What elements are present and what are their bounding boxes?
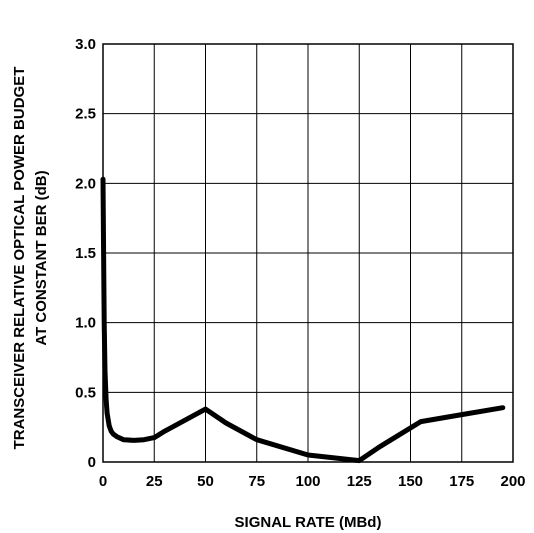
x-tick-label: 150 xyxy=(398,473,423,490)
x-tick-labels: 0 25 50 75 100 125 150 175 200 xyxy=(99,473,526,490)
x-tick-label: 75 xyxy=(248,473,265,490)
plot-frame xyxy=(102,43,514,463)
x-axis-title: SIGNAL RATE (MBd) xyxy=(235,514,382,531)
y-tick-label: 1.5 xyxy=(75,245,96,262)
x-tick-label: 175 xyxy=(449,473,474,490)
x-tick-label: 0 xyxy=(99,473,107,490)
y-tick-label: 1.0 xyxy=(75,315,96,332)
x-tick-label: 100 xyxy=(295,473,320,490)
y-tick-label: 3.0 xyxy=(75,36,96,53)
y-tick-label: 2.5 xyxy=(75,106,96,123)
y-tick-label: 2.0 xyxy=(75,175,96,192)
y-tick-labels: 0 0.5 1.0 1.5 2.0 2.5 3.0 xyxy=(75,36,96,471)
x-tick-label: 200 xyxy=(500,473,525,490)
y-axis-title-line-2: AT CONSTANT BER (dB) xyxy=(33,170,50,345)
grid xyxy=(103,44,513,462)
series-line xyxy=(100,176,506,464)
y-tick-label: 0 xyxy=(88,454,96,471)
y-axis-title-line-1: TRANSCEIVER RELATIVE OPTICAL POWER BUDGE… xyxy=(11,67,28,450)
y-tick-label: 0.5 xyxy=(75,384,96,401)
x-tick-label: 125 xyxy=(347,473,372,490)
x-tick-label: 25 xyxy=(146,473,163,490)
x-tick-label: 50 xyxy=(197,473,214,490)
